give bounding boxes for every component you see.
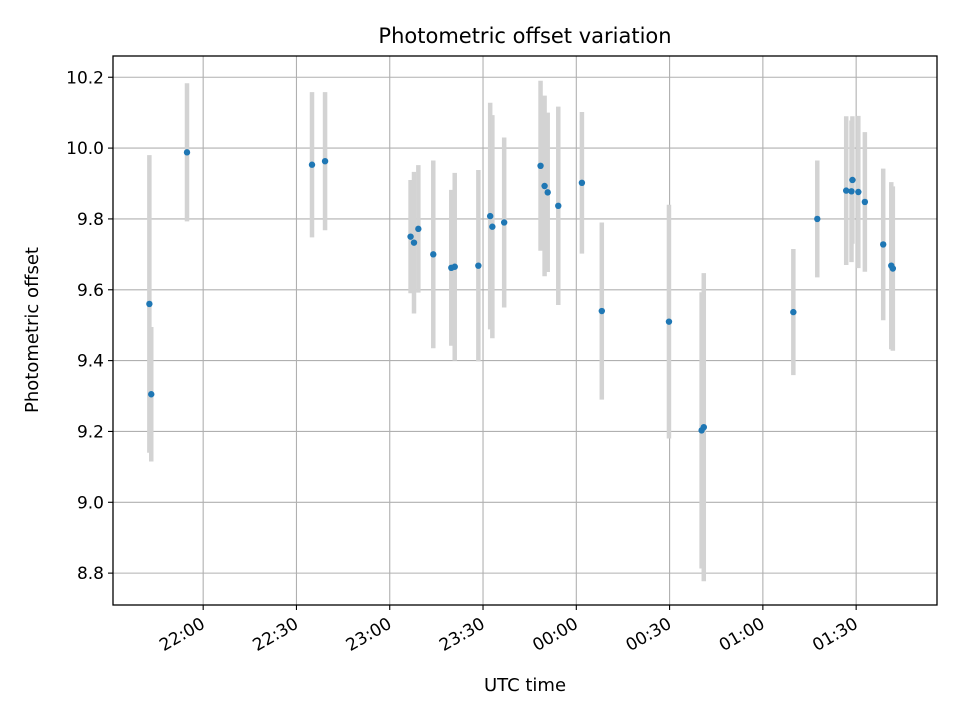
y-tick-label: 9.2 — [77, 422, 104, 442]
data-point — [843, 187, 850, 194]
data-point — [489, 223, 496, 230]
data-point — [544, 189, 551, 196]
data-points — [146, 149, 897, 434]
data-point — [430, 251, 437, 258]
y-axis-label: Photometric offset — [22, 247, 43, 413]
data-point — [848, 188, 855, 195]
data-point — [148, 391, 155, 398]
x-axis-label: UTC time — [484, 675, 566, 696]
data-point — [861, 198, 869, 206]
y-axis-ticks: 8.8 9.0 9.2 9.4 9.6 9.8 10.0 10.2 — [66, 68, 113, 584]
chart-title: Photometric offset variation — [378, 24, 671, 48]
y-tick-label: 8.8 — [77, 564, 104, 584]
data-point — [410, 239, 418, 246]
data-point — [500, 219, 508, 226]
y-tick-label: 9.4 — [77, 352, 104, 372]
data-point — [578, 179, 586, 187]
data-point — [183, 149, 191, 156]
data-point — [790, 308, 797, 316]
data-point — [665, 318, 673, 325]
data-point — [700, 423, 707, 431]
data-point — [451, 263, 458, 270]
data-point — [541, 182, 548, 190]
y-tick-label: 9.0 — [77, 493, 104, 513]
data-point — [308, 161, 316, 168]
y-tick-label: 10.2 — [66, 68, 104, 88]
data-point — [475, 262, 482, 269]
data-point — [855, 188, 862, 196]
y-tick-label: 9.6 — [77, 281, 104, 301]
data-point — [880, 241, 887, 248]
data-point — [598, 307, 606, 315]
y-tick-label: 10.0 — [66, 139, 104, 159]
data-point — [486, 212, 494, 220]
data-point — [415, 225, 422, 233]
data-point — [814, 215, 821, 223]
data-point — [146, 300, 153, 308]
plot-area-frame — [112, 55, 938, 606]
data-point — [889, 265, 897, 272]
data-point — [407, 233, 414, 240]
y-tick-label: 9.8 — [77, 210, 104, 230]
data-point — [555, 202, 562, 210]
data-point — [537, 162, 544, 169]
data-point — [849, 176, 856, 184]
data-point — [321, 157, 329, 165]
